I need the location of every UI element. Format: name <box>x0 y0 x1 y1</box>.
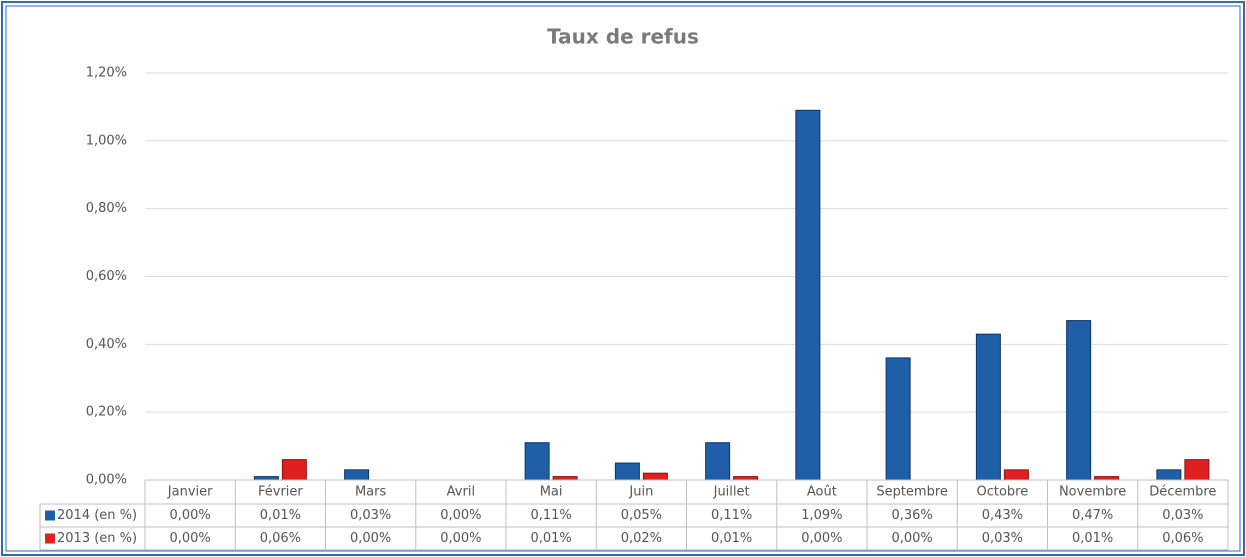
table-value: 0,01% <box>530 531 571 546</box>
table-value: 0,03% <box>982 531 1023 546</box>
y-tick-label: 1,00% <box>86 133 127 148</box>
table-value: 0,00% <box>350 531 391 546</box>
table-value: 0,01% <box>1072 531 1113 546</box>
legend-swatch <box>45 533 55 544</box>
bar <box>1184 459 1210 481</box>
table-value: 0,00% <box>801 531 842 546</box>
legend-label: 2014 (en %) <box>57 508 137 523</box>
bar <box>253 476 279 481</box>
y-tick-label: 0,80% <box>86 201 127 216</box>
table-value: 0,02% <box>621 531 662 546</box>
table-value: 0,11% <box>711 508 752 523</box>
bar <box>344 469 370 481</box>
x-tick-label: Avril <box>447 485 475 500</box>
table-value: 0,00% <box>891 531 932 546</box>
x-tick-label: Décembre <box>1149 485 1216 500</box>
legend-label: 2013 (en %) <box>57 531 137 546</box>
table-value: 0,47% <box>1072 508 1113 523</box>
y-tick-label: 0,20% <box>86 405 127 420</box>
frame-inner <box>5 5 1241 552</box>
y-tick-label: 1,20% <box>86 66 127 81</box>
table-value: 0,01% <box>260 508 301 523</box>
y-tick-label: 0,40% <box>86 337 127 352</box>
x-tick-label: Février <box>258 485 303 500</box>
y-tick-label: 0,00% <box>86 473 127 488</box>
table-value: 0,06% <box>260 531 301 546</box>
table-value: 0,06% <box>1162 531 1203 546</box>
table-value: 0,05% <box>621 508 662 523</box>
x-tick-label: Juin <box>628 485 653 500</box>
bar <box>281 459 307 481</box>
chart-title: Taux de refus <box>547 25 699 49</box>
table-value: 0,03% <box>1162 508 1203 523</box>
table-value: 0,03% <box>350 508 391 523</box>
bar <box>705 442 731 481</box>
x-tick-label: Janvier <box>167 485 213 500</box>
table-value: 0,00% <box>440 508 481 523</box>
bar <box>975 333 1001 481</box>
table-value: 1,09% <box>801 508 842 523</box>
bar <box>885 357 911 481</box>
bar <box>614 462 640 481</box>
bar <box>1094 476 1120 481</box>
x-tick-label: Mai <box>540 485 563 500</box>
x-tick-label: Septembre <box>876 485 948 500</box>
bar <box>1156 469 1182 481</box>
x-tick-label: Novembre <box>1059 485 1126 500</box>
table-value: 0,11% <box>530 508 571 523</box>
x-tick-label: Juillet <box>713 485 750 500</box>
bar <box>552 476 578 481</box>
bar <box>733 476 759 481</box>
table-value: 0,00% <box>169 508 210 523</box>
x-tick-label: Octobre <box>977 485 1029 500</box>
table-value: 0,01% <box>711 531 752 546</box>
table-value: 0,00% <box>169 531 210 546</box>
table-value: 0,00% <box>440 531 481 546</box>
bar <box>642 472 668 481</box>
bar <box>524 442 550 481</box>
y-tick-label: 0,60% <box>86 269 127 284</box>
x-tick-label: Mars <box>355 485 387 500</box>
bar <box>1066 320 1092 481</box>
x-tick-label: Août <box>807 485 837 500</box>
bar <box>795 109 821 481</box>
table-value: 0,36% <box>891 508 932 523</box>
legend-swatch <box>45 510 55 521</box>
table-value: 0,43% <box>982 508 1023 523</box>
bar <box>1003 469 1029 481</box>
